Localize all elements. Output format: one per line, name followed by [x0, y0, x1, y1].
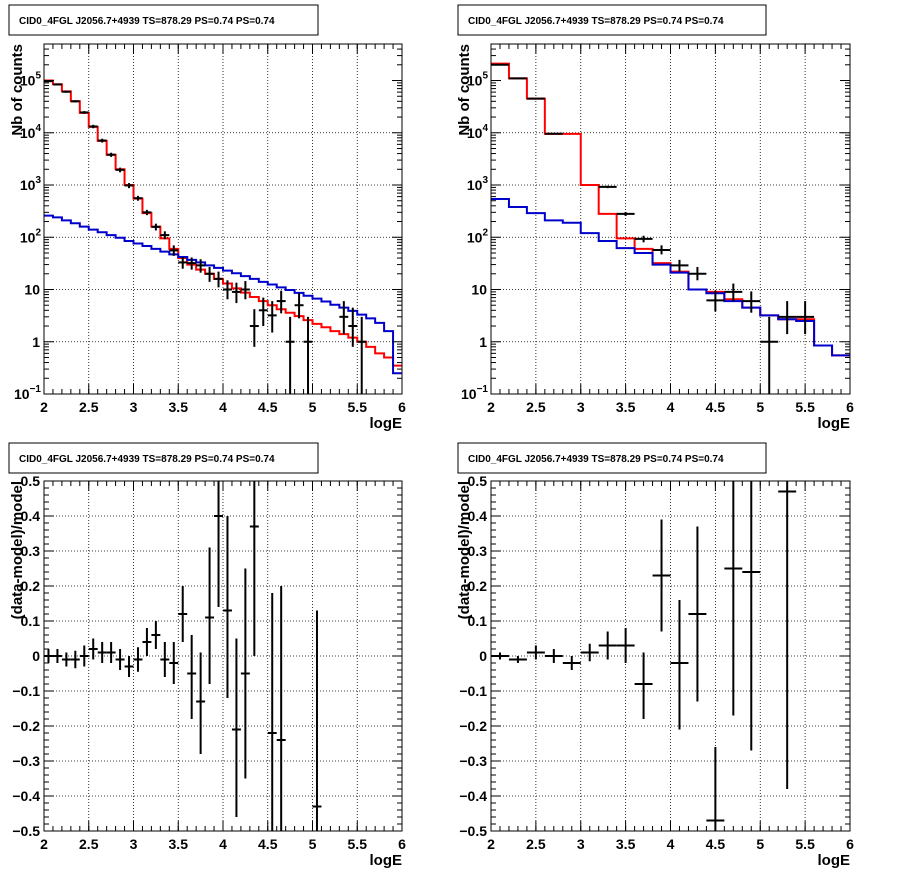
series-step-line: [44, 79, 402, 367]
x-axis-title: logE: [818, 852, 851, 869]
x-tick-label: 6: [846, 836, 854, 852]
series-step-line: [44, 214, 402, 375]
plot-area: [44, 79, 402, 394]
x-tick-label: 3.5: [169, 399, 189, 415]
title-box: [8, 442, 319, 474]
y-tick-label: 10−1: [461, 384, 488, 402]
y-tick-label: −0.2: [459, 718, 487, 734]
y-axis-title: Nb of counts: [9, 44, 26, 136]
x-tick-label: 4: [667, 399, 675, 415]
y-tick-label: 0.4: [468, 508, 488, 524]
x-tick-label: 3: [130, 836, 138, 852]
x-tick-label: 2: [40, 836, 48, 852]
y-tick-label: 0: [32, 648, 40, 664]
y-tick-label: −0.3: [459, 753, 487, 769]
x-tick-label: 4: [667, 836, 675, 852]
x-tick-label: 4.5: [706, 836, 726, 852]
x-axis-title: logE: [370, 415, 403, 432]
chart-title: CID0_4FGL J2056.7+4939 TS=878.29 PS=0.74…: [468, 454, 724, 465]
series-step-line: [491, 197, 850, 357]
y-tick-label: 103: [20, 175, 42, 193]
plot-area: [44, 481, 322, 831]
x-tick-label: 6: [398, 836, 406, 852]
x-tick-label: 3: [577, 399, 585, 415]
y-tick-label: 0.4: [21, 508, 41, 524]
y-tick-label: 102: [467, 227, 489, 245]
x-tick-label: 2.5: [526, 836, 546, 852]
y-tick-label: 103: [467, 175, 489, 193]
x-tick-label: 5.5: [795, 836, 815, 852]
x-tick-label: 2: [487, 399, 495, 415]
x-tick-label: 5: [756, 399, 764, 415]
y-tick-label: 0.5: [468, 473, 488, 489]
plot-area: [491, 481, 797, 831]
x-tick-label: 4: [219, 836, 227, 852]
y-tick-label: −0.2: [12, 718, 40, 734]
x-tick-label: 5.5: [795, 399, 815, 415]
x-tick-label: 3.5: [169, 836, 189, 852]
y-tick-label: −0.4: [459, 788, 487, 804]
x-axis-title: logE: [818, 415, 851, 432]
y-tick-label: 0.1: [468, 613, 488, 629]
y-tick-label: 0.2: [468, 578, 488, 594]
y-tick-label: 0.5: [21, 473, 41, 489]
y-tick-label: 0: [479, 648, 487, 664]
x-tick-label: 5: [309, 836, 317, 852]
x-tick-label: 6: [398, 399, 406, 415]
x-tick-label: 2.5: [79, 399, 99, 415]
chart-counts-right: CID0_4FGL J2056.7+4939 TS=878.29 PS=0.74…: [456, 4, 854, 432]
y-tick-label: −0.5: [459, 823, 487, 839]
chart-title: CID0_4FGL J2056.7+4939 TS=878.29 PS=0.74…: [468, 16, 724, 27]
chart-title: CID0_4FGL J2056.7+4939 TS=878.29 PS=0.74…: [19, 16, 275, 27]
y-tick-label: 0.3: [21, 543, 41, 559]
x-tick-label: 4.5: [258, 399, 278, 415]
y-axis-title: Nb of counts: [456, 44, 473, 136]
y-tick-label: 102: [20, 227, 42, 245]
y-tick-label: 10−1: [14, 384, 41, 402]
x-tick-label: 3: [130, 399, 138, 415]
y-axis-title: (data-model)/model: [9, 481, 26, 619]
y-tick-label: 105: [467, 71, 489, 89]
x-axis-title: logE: [370, 852, 403, 869]
y-tick-label: 104: [467, 123, 489, 141]
x-tick-label: 4.5: [706, 399, 726, 415]
y-tick-label: −0.1: [12, 683, 40, 699]
x-tick-label: 5.5: [348, 836, 368, 852]
x-tick-label: 6: [846, 399, 854, 415]
title-box: [8, 4, 319, 36]
x-tick-label: 5: [309, 399, 317, 415]
x-tick-label: 2.5: [526, 399, 546, 415]
plot-area: [491, 62, 850, 394]
y-tick-label: 10: [24, 282, 40, 298]
y-tick-label: 1: [479, 334, 487, 350]
x-tick-label: 2: [487, 836, 495, 852]
x-tick-label: 2.5: [79, 836, 99, 852]
chart-title: CID0_4FGL J2056.7+4939 TS=878.29 PS=0.74…: [19, 454, 275, 465]
x-tick-label: 4.5: [258, 836, 278, 852]
y-tick-label: −0.1: [459, 683, 487, 699]
y-tick-label: 10: [471, 282, 487, 298]
chart-residual-left: CID0_4FGL J2056.7+4939 TS=878.29 PS=0.74…: [8, 442, 406, 869]
chart-counts-left: CID0_4FGL J2056.7+4939 TS=878.29 PS=0.74…: [8, 4, 406, 432]
y-tick-label: 0.3: [468, 543, 488, 559]
chart-residual-right: CID0_4FGL J2056.7+4939 TS=878.29 PS=0.74…: [456, 442, 854, 869]
y-axis-title: (data-model)/model: [456, 481, 473, 619]
y-tick-label: −0.3: [12, 753, 40, 769]
x-tick-label: 3: [577, 836, 585, 852]
y-tick-label: 0.1: [21, 613, 41, 629]
x-tick-label: 2: [40, 399, 48, 415]
y-tick-label: 1: [32, 334, 40, 350]
y-tick-label: 0.2: [21, 578, 41, 594]
y-tick-label: 104: [20, 123, 42, 141]
x-tick-label: 5: [756, 836, 764, 852]
title-box: [457, 4, 767, 36]
y-tick-label: −0.4: [12, 788, 40, 804]
x-tick-label: 4: [219, 399, 227, 415]
x-tick-label: 3.5: [616, 399, 636, 415]
x-tick-label: 5.5: [348, 399, 368, 415]
y-tick-label: −0.5: [12, 823, 40, 839]
title-box: [457, 442, 767, 474]
y-tick-label: 105: [20, 71, 42, 89]
x-tick-label: 3.5: [616, 836, 636, 852]
